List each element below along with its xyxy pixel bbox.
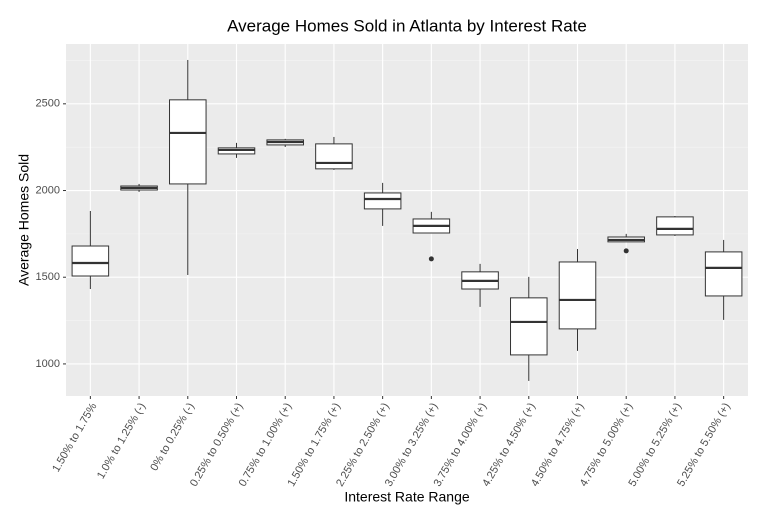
marks <box>71 59 743 381</box>
chart-title: Average Homes Sold in Atlanta by Interes… <box>227 16 587 35</box>
x-tick-label: 3.00% to 3.25% (+) <box>383 401 441 489</box>
x-tick-label: 0.25% to 0.50% (+) <box>188 401 246 489</box>
outlier <box>623 248 629 254</box>
x-tick-label: 0.75% to 1.00% (+) <box>237 401 295 489</box>
x-tick-label: 4.25% to 4.50% (+) <box>480 401 538 489</box>
y-tick-label: 2000 <box>36 184 60 196</box>
x-tick-label: 1.50% to 1.75% <box>50 401 99 474</box>
x-tick-label: 5.25% to 5.50% (+) <box>675 401 733 489</box>
panel <box>66 44 748 396</box>
x-axis-title: Interest Rate Range <box>344 489 470 505</box>
y-tick-label: 2500 <box>36 98 60 110</box>
x-tick-label: 1.0% to 1.25% (-) <box>95 401 148 481</box>
y-axis-title: Average Homes Sold <box>16 154 32 286</box>
box <box>363 192 402 210</box>
outlier <box>428 256 434 262</box>
box <box>558 261 597 330</box>
box <box>169 99 207 185</box>
box <box>704 251 743 297</box>
x-tick-label: 2.25% to 2.50% (+) <box>334 401 392 489</box>
x-tick-label: 5.00% to 5.25% (+) <box>626 401 684 489</box>
box <box>510 297 548 356</box>
x-tick-label: 3.75% to 4.00% (+) <box>432 401 490 489</box>
x-tick-label: 4.50% to 4.75% (+) <box>529 401 587 489</box>
x-tick-label: 4.75% to 5.00% (+) <box>578 401 636 489</box>
x-tick-label: 0% to 0.25% (-) <box>148 401 197 473</box>
y-tick-label: 1000 <box>36 358 60 370</box>
box <box>315 143 353 170</box>
y-tick-label: 1500 <box>36 271 60 283</box>
x-tick-label: 1.50% to 1.75% (+) <box>285 401 343 489</box>
box <box>656 216 694 236</box>
box <box>71 245 110 277</box>
